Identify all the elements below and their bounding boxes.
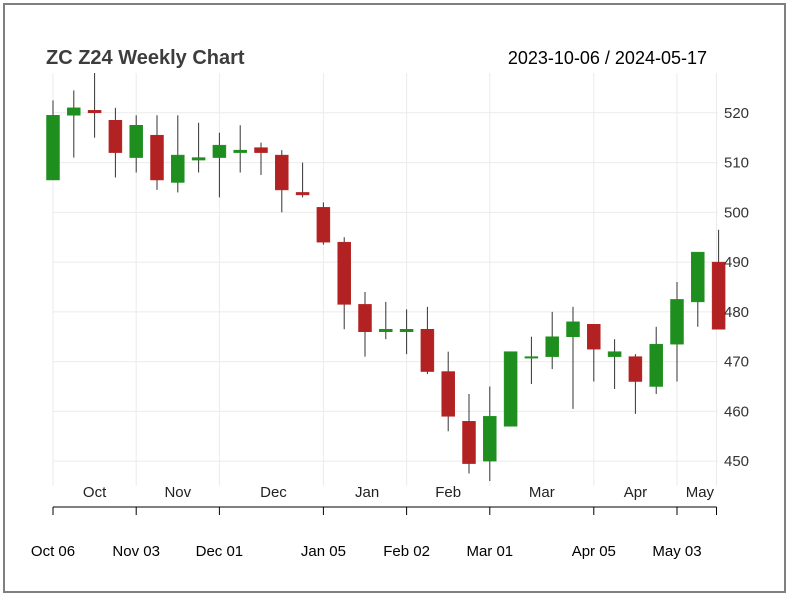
- candle: [275, 150, 289, 213]
- candle-body: [691, 251, 705, 303]
- y-tick-label: 450: [724, 453, 749, 470]
- month-label: Apr: [624, 484, 647, 501]
- candle-body: [171, 154, 185, 183]
- candle: [524, 336, 539, 384]
- chart-frame: [3, 3, 786, 593]
- candle-body: [275, 154, 289, 191]
- candle: [399, 309, 414, 355]
- x-axis-label: Oct 06: [31, 543, 75, 560]
- y-tick-label: 520: [724, 105, 749, 122]
- candle-body: [150, 134, 164, 181]
- candle-body: [399, 329, 414, 332]
- candle-body: [87, 110, 102, 114]
- candle: [441, 351, 455, 432]
- candle-body: [587, 324, 601, 350]
- candle-body: [566, 321, 580, 337]
- x-axis-label: Dec 01: [196, 543, 244, 560]
- candle-body: [46, 115, 60, 181]
- candle: [295, 162, 310, 198]
- candle: [87, 73, 102, 138]
- candle-body: [67, 107, 81, 116]
- candle: [607, 339, 622, 389]
- candle-body: [607, 351, 622, 357]
- candle: [108, 107, 123, 178]
- candle: [503, 351, 518, 427]
- candle-body: [379, 329, 393, 332]
- candle-body: [420, 329, 435, 372]
- candle: [587, 324, 601, 382]
- y-tick-label: 510: [724, 155, 749, 172]
- month-label: Dec: [260, 484, 287, 501]
- candle-body: [212, 144, 227, 158]
- y-tick-label: 480: [724, 304, 749, 321]
- x-axis-label: Feb 02: [383, 543, 430, 560]
- x-axis-label: May 03: [652, 543, 701, 560]
- candle: [171, 115, 185, 193]
- candle: [337, 237, 351, 330]
- candle-body: [711, 261, 726, 330]
- candle: [46, 100, 60, 181]
- candle: [649, 326, 663, 394]
- x-axis-label: Apr 05: [572, 543, 616, 560]
- candle-body: [191, 157, 206, 161]
- candle: [711, 229, 726, 330]
- candle: [670, 281, 684, 382]
- candle: [67, 90, 81, 158]
- candle: [316, 202, 331, 245]
- candle: [191, 122, 206, 173]
- candle: [379, 301, 393, 340]
- candle: [358, 291, 372, 357]
- candle-body: [524, 356, 539, 359]
- candle-body: [233, 149, 247, 153]
- candle-body: [503, 351, 518, 427]
- candle-body: [316, 207, 331, 243]
- month-label: Feb: [435, 484, 461, 501]
- y-tick-label: 500: [724, 204, 749, 221]
- candle-body: [545, 336, 559, 357]
- candle-body: [462, 421, 476, 464]
- y-tick-label: 470: [724, 354, 749, 371]
- x-axis-label: Nov 03: [112, 543, 160, 560]
- month-labels: Oct Nov Dec Jan Feb Mar Apr May: [83, 484, 715, 501]
- month-label: Mar: [529, 484, 555, 501]
- x-axis: Oct 06 Nov 03 Dec 01 Jan 05 Feb 02 Mar 01 Apr …: [31, 506, 718, 560]
- candle: [462, 393, 476, 474]
- candle: [691, 251, 705, 327]
- candle-body: [441, 371, 455, 417]
- candle: [129, 115, 143, 173]
- candle: [483, 386, 497, 482]
- candle: [150, 115, 164, 190]
- candles: [46, 73, 726, 482]
- candle-body: [670, 299, 684, 345]
- candle: [628, 354, 643, 414]
- chart-title: ZC Z24 Weekly Chart: [46, 47, 245, 69]
- month-label: Jan: [355, 484, 379, 501]
- candle-body: [108, 120, 123, 153]
- candle-body: [649, 343, 663, 387]
- y-tick-label: 490: [724, 254, 749, 271]
- candle-body: [483, 416, 497, 462]
- candle: [566, 306, 580, 409]
- candle-body: [295, 192, 310, 196]
- candle-body: [337, 241, 351, 305]
- date-range-label: 2023-10-06 / 2024-05-17: [507, 48, 707, 68]
- candle: [233, 125, 247, 173]
- x-axis-label: Mar 01: [466, 543, 513, 560]
- candle-body: [358, 304, 372, 332]
- candle: [545, 311, 559, 370]
- candle: [212, 132, 227, 198]
- y-axis-ticks: 450 460 470 480 490 500 510 520: [724, 105, 749, 470]
- candle-body: [129, 124, 143, 158]
- candle-body: [628, 356, 643, 382]
- x-axis-label: Jan 05: [301, 543, 346, 560]
- candle: [254, 142, 268, 176]
- candle-body: [254, 147, 268, 153]
- month-label: Nov: [164, 484, 191, 501]
- month-label: Oct: [83, 484, 107, 501]
- candle: [420, 306, 435, 375]
- month-label: May: [686, 484, 715, 501]
- y-tick-label: 460: [724, 403, 749, 420]
